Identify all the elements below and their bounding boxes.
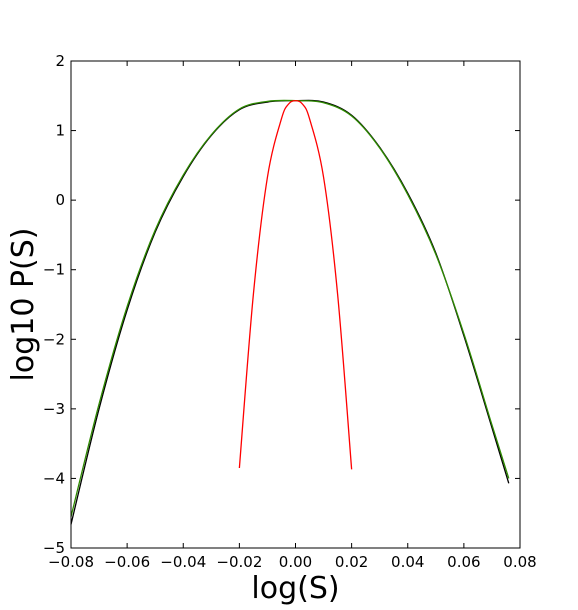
series-line-2 xyxy=(70,99,510,517)
x-tick-label: 0.06 xyxy=(447,553,480,571)
x-tick-label: −0.06 xyxy=(104,553,150,571)
y-tick-label: −4 xyxy=(43,469,65,487)
x-tick-label: 0.00 xyxy=(279,553,312,571)
y-tick-label: −5 xyxy=(43,539,65,557)
x-tick-label: 0.08 xyxy=(503,553,536,571)
y-tick-label: −2 xyxy=(43,330,65,348)
y-tick-label: 1 xyxy=(55,122,65,140)
y-axis-label: log10 P(S) xyxy=(6,228,41,382)
x-axis-label: log(S) xyxy=(251,571,339,606)
y-tick-label: −1 xyxy=(43,261,65,279)
x-tick-label: −0.04 xyxy=(160,553,206,571)
x-tick-label: 0.02 xyxy=(335,553,368,571)
x-tick-label: −0.08 xyxy=(48,553,94,571)
y-tick-label: −3 xyxy=(43,400,65,418)
x-tick-label: 0.04 xyxy=(391,553,424,571)
y-tick-label: 0 xyxy=(55,191,65,209)
y-tick-label: 2 xyxy=(55,52,65,70)
plot-frame xyxy=(70,60,521,549)
x-tick-label: −0.02 xyxy=(216,553,262,571)
series-line-3 xyxy=(238,100,353,470)
series-line-1 xyxy=(70,99,510,525)
